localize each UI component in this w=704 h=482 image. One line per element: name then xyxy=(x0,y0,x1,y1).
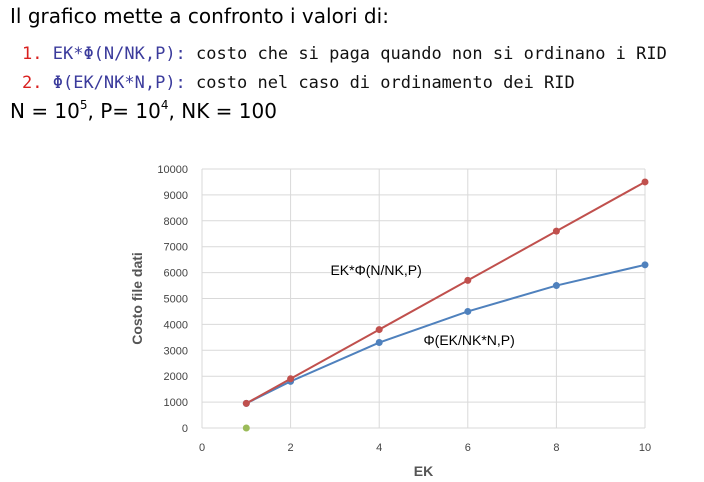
x-axis-title: EK xyxy=(414,463,433,479)
y-tick-label: 6000 xyxy=(164,268,188,280)
series-1-point xyxy=(287,375,295,383)
y-tick-label: 7000 xyxy=(164,242,188,254)
x-tick-label: 2 xyxy=(288,442,294,454)
series-1-point xyxy=(641,178,649,186)
intro-heading: Il grafico mette a confronto i valori di… xyxy=(10,4,389,28)
y-tick-label: 3000 xyxy=(164,345,188,357)
param-nk: , NK = 100 xyxy=(168,99,277,123)
item-expression: EK*Φ(N/NK,P): xyxy=(52,44,186,64)
series-annotation-2: Φ(EK/NK*N,P) xyxy=(424,332,515,348)
x-tick-label: 4 xyxy=(376,442,382,454)
item-number: 2. xyxy=(22,73,43,93)
series-annotation-1: EK*Φ(N/NK,P) xyxy=(330,262,421,278)
list-item: 1. EK*Φ(N/NK,P): costo che si paga quand… xyxy=(22,40,667,69)
series-1-point xyxy=(552,227,560,235)
param-n: N = 10 xyxy=(10,99,80,123)
extra-point xyxy=(242,424,250,432)
y-tick-label: 9000 xyxy=(164,190,188,202)
series-1-point xyxy=(375,326,383,334)
series-1-point xyxy=(464,276,472,284)
y-tick-label: 5000 xyxy=(164,294,188,306)
parameters-line: N = 105, P= 104, NK = 100 xyxy=(10,98,277,123)
comparison-list: 1. EK*Φ(N/NK,P): costo che si paga quand… xyxy=(22,40,667,98)
y-tick-label: 2000 xyxy=(164,371,188,383)
series-2-point xyxy=(375,339,383,347)
y-tick-label: 8000 xyxy=(164,216,188,228)
y-axis-title: Costo file dati xyxy=(129,252,145,345)
x-tick-label: 8 xyxy=(553,442,559,454)
param-p-exponent: 4 xyxy=(160,98,169,112)
x-tick-label: 10 xyxy=(639,442,651,454)
series-1-point xyxy=(242,399,250,407)
y-tick-label: 4000 xyxy=(164,319,188,331)
series-2-point xyxy=(552,282,560,290)
param-n-exponent: 5 xyxy=(79,98,88,112)
item-expression: Φ(EK/NK*N,P): xyxy=(52,73,186,93)
series-line-2 xyxy=(245,263,646,405)
param-p: , P= 10 xyxy=(87,99,161,123)
series-line-1 xyxy=(245,181,646,405)
y-tick-label: 10000 xyxy=(157,164,188,176)
item-description: costo nel caso di ordinamento dei RID xyxy=(196,73,575,93)
list-item: 2. Φ(EK/NK*N,P): costo nel caso di ordin… xyxy=(22,69,667,98)
item-description: costo che si paga quando non si ordinano… xyxy=(196,44,667,64)
item-number: 1. xyxy=(22,44,43,64)
y-tick-label: 1000 xyxy=(164,397,188,409)
x-tick-label: 6 xyxy=(465,442,471,454)
series-2-point xyxy=(641,261,649,269)
series-2-point xyxy=(464,307,472,315)
x-tick-label: 0 xyxy=(199,442,205,454)
y-tick-label: 0 xyxy=(182,423,188,435)
